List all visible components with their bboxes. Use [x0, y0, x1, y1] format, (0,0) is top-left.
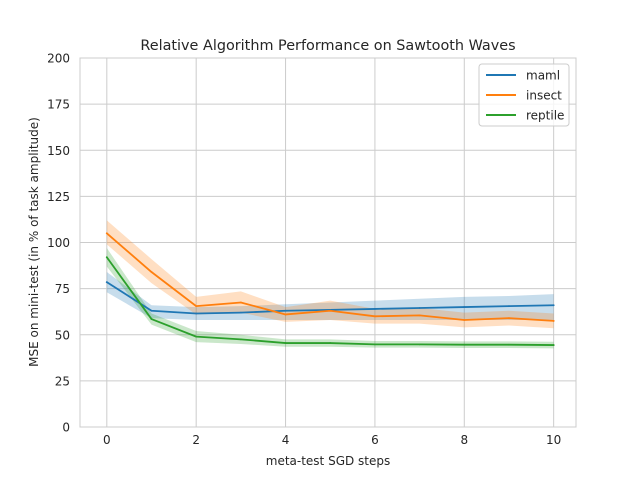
legend-frame — [478, 63, 570, 127]
maml-point — [374, 308, 376, 310]
reptile-point — [239, 338, 242, 341]
reptile-point — [329, 342, 332, 344]
axes-spines — [79, 57, 577, 428]
series-lines — [105, 232, 555, 346]
legend-label-reptile: reptile — [526, 109, 564, 123]
reptile-point — [552, 344, 555, 346]
x-tick-label: 2 — [192, 433, 200, 447]
y-tick-label: 100 — [47, 236, 70, 250]
maml-point — [552, 304, 555, 307]
reptile-point — [374, 343, 376, 346]
maml-point — [239, 311, 242, 314]
y-tick-label: 25 — [55, 374, 70, 388]
reptile-point — [195, 335, 198, 338]
legend: maml insect reptile — [478, 63, 570, 127]
insect-point — [329, 309, 332, 312]
insect-point — [463, 319, 466, 321]
maml-point — [195, 312, 198, 315]
reptile-point — [150, 318, 153, 320]
insect-confidence-band — [106, 220, 554, 329]
y-tick-label: 175 — [47, 98, 70, 112]
axes-frame — [79, 57, 577, 428]
insect-point — [105, 232, 108, 235]
insect-point — [195, 305, 198, 308]
insect-point — [552, 320, 555, 322]
insect-point — [150, 271, 153, 273]
insect-point — [418, 314, 421, 317]
x-axis-label: meta-test SGD steps — [266, 454, 391, 468]
reptile-point — [508, 343, 510, 346]
y-tick-label: 150 — [47, 144, 70, 158]
insect-point — [374, 315, 376, 318]
maml-point — [105, 281, 108, 284]
y-tick-label: 75 — [55, 282, 70, 296]
y-tick-label: 200 — [47, 52, 70, 66]
x-tick-label: 8 — [460, 433, 468, 447]
y-tick-label: 0 — [62, 421, 70, 435]
reptile-point — [418, 343, 421, 346]
legend-label-insect: insect — [526, 89, 562, 103]
insect-point — [284, 313, 287, 316]
maml-point — [418, 307, 421, 309]
x-tick-label: 4 — [282, 433, 290, 447]
legend-label-maml: maml — [526, 69, 560, 83]
maml-point — [284, 309, 287, 312]
x-tick-label: 0 — [103, 433, 111, 447]
insect-point — [239, 301, 242, 304]
y-tick-label: 125 — [47, 190, 70, 204]
y-tick-label: 50 — [55, 328, 70, 342]
reptile-point — [463, 343, 466, 346]
x-tick-label: 6 — [371, 433, 379, 447]
insect-point — [508, 317, 510, 320]
maml-point — [150, 309, 153, 312]
x-tick-label: 10 — [546, 433, 561, 447]
reptile-point — [105, 256, 108, 259]
y-axis-label: MSE on mini-test (in % of task amplitude… — [27, 117, 41, 367]
maml-point — [508, 305, 510, 308]
chart-title: Relative Algorithm Performance on Sawtoo… — [140, 38, 515, 54]
reptile-point — [284, 342, 287, 344]
maml-point — [463, 306, 466, 308]
